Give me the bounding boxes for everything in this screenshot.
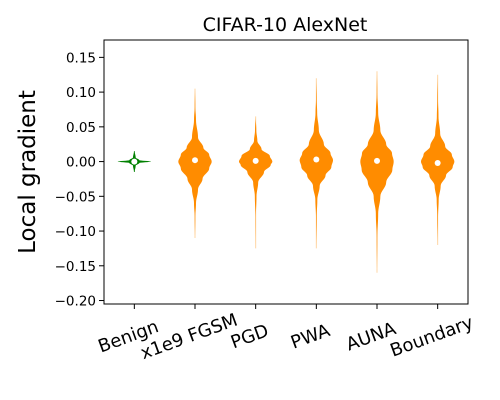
median-marker xyxy=(374,157,380,164)
violin-auna xyxy=(360,71,394,273)
violin-pwa xyxy=(299,78,334,249)
y-tick-label: 0.15 xyxy=(66,50,96,66)
y-tick-label: −0.10 xyxy=(55,224,96,240)
y-tick-label: −0.20 xyxy=(55,294,96,310)
y-axis: −0.20 −0.15 −0.10 −0.05 0.00 0.05 0.10 0.15 xyxy=(55,50,104,310)
y-tick-label: −0.05 xyxy=(55,189,96,205)
median-marker xyxy=(434,159,441,166)
median-marker xyxy=(131,158,138,165)
median-marker xyxy=(192,157,198,164)
violin-fgsm xyxy=(178,88,212,238)
x-tick-label: PWA xyxy=(288,320,333,354)
chart-title: CIFAR-10 AlexNet xyxy=(203,14,368,36)
x-tick-label: Boundary xyxy=(387,312,476,362)
y-tick-label: 0.00 xyxy=(66,155,96,171)
plot-frame xyxy=(103,39,469,305)
y-axis-label: Local gradient xyxy=(15,90,41,254)
violin-boundary xyxy=(420,74,455,245)
violins-layer xyxy=(117,71,455,273)
y-tick-label: −0.15 xyxy=(55,259,96,275)
violin-pgd xyxy=(238,116,273,249)
y-tick-label: 0.10 xyxy=(66,85,96,101)
median-marker xyxy=(313,156,320,163)
y-tick-label: 0.05 xyxy=(66,120,96,136)
median-marker xyxy=(252,157,259,164)
